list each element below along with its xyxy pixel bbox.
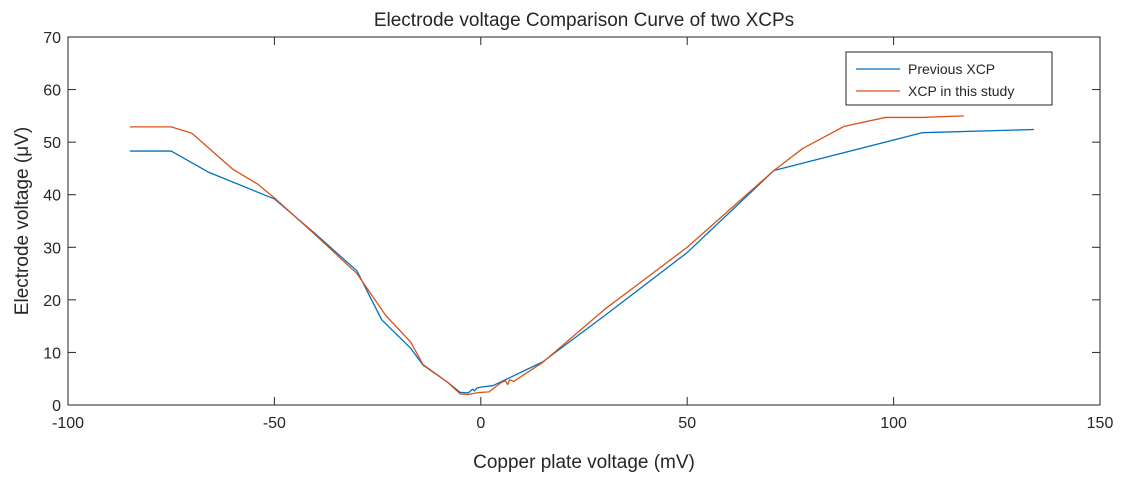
y-tick-label: 40 bbox=[43, 188, 61, 205]
x-tick-label: 150 bbox=[1087, 415, 1114, 432]
y-axis: 0 10 20 30 40 50 60 70 bbox=[43, 30, 1100, 415]
x-tick-label: 0 bbox=[476, 415, 485, 432]
x-tick-label: 100 bbox=[880, 415, 907, 432]
legend: Previous XCP XCP in this study bbox=[845, 51, 1053, 106]
legend-label-previous-xcp: Previous XCP bbox=[908, 61, 995, 77]
y-tick-label: 10 bbox=[43, 345, 61, 362]
x-axis-title: Copper plate voltage (mV) bbox=[473, 452, 695, 473]
y-tick-label: 50 bbox=[43, 135, 61, 152]
x-tick-label: 50 bbox=[678, 415, 696, 432]
y-tick-label: 0 bbox=[52, 398, 61, 415]
y-tick-label: 20 bbox=[43, 293, 61, 310]
series-line-1 bbox=[129, 115, 964, 396]
series-lines bbox=[129, 115, 1034, 396]
y-tick-label: 30 bbox=[43, 240, 61, 257]
legend-box bbox=[845, 51, 1053, 106]
y-axis-title: Electrode voltage (μV) bbox=[12, 127, 33, 315]
x-tick-label: -100 bbox=[52, 415, 84, 432]
y-tick-label: 70 bbox=[43, 30, 61, 47]
y-tick-label: 60 bbox=[43, 83, 61, 100]
x-tick-label: -50 bbox=[263, 415, 286, 432]
x-axis: -100 -50 0 50 100 150 bbox=[52, 37, 1113, 432]
chart-title: Electrode voltage Comparison Curve of tw… bbox=[374, 10, 794, 31]
legend-label-xcp-this-study: XCP in this study bbox=[908, 83, 1014, 99]
